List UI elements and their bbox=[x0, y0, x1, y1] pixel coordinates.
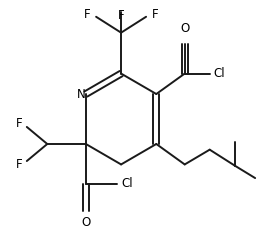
Text: F: F bbox=[152, 9, 158, 21]
Text: F: F bbox=[84, 9, 90, 21]
Text: N: N bbox=[77, 88, 86, 100]
Text: F: F bbox=[16, 158, 22, 171]
Text: Cl: Cl bbox=[121, 177, 133, 190]
Text: O: O bbox=[81, 216, 90, 228]
Text: O: O bbox=[180, 22, 189, 35]
Text: Cl: Cl bbox=[213, 67, 225, 80]
Text: F: F bbox=[16, 117, 22, 130]
Text: F: F bbox=[118, 9, 124, 22]
